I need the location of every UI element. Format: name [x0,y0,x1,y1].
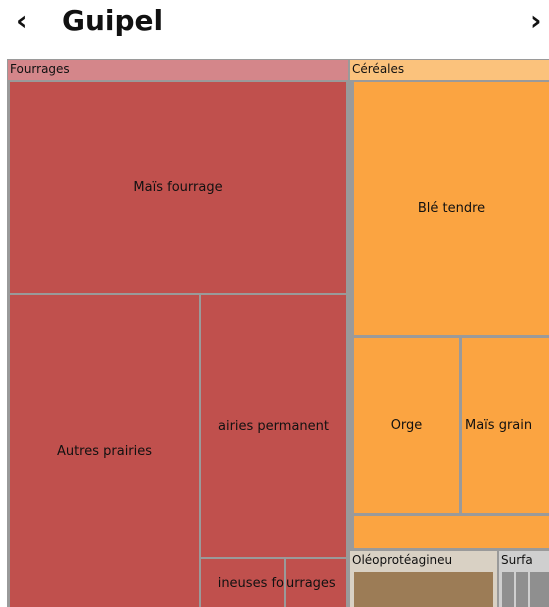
page-title: Guipel [62,4,164,37]
back-button[interactable]: ‹ [16,4,28,37]
tile[interactable] [516,572,528,607]
tile[interactable]: Maïs fourrage [10,82,346,293]
tile[interactable]: airies permanent [201,295,346,557]
tile[interactable]: ineuses fo [201,559,284,607]
tile[interactable] [502,572,514,607]
tile[interactable]: Autres prairies [10,295,199,607]
tile[interactable] [530,572,549,607]
tile[interactable] [354,572,493,607]
tile[interactable]: Blé tendre [354,82,549,335]
group-header[interactable]: Céréales [350,60,549,80]
tile[interactable]: Maïs grain [462,338,549,513]
tile[interactable]: Orge [354,338,459,513]
tile[interactable] [354,516,549,548]
tile[interactable]: urrages [286,559,346,607]
group-header[interactable]: Fourrages [8,60,348,80]
forward-button[interactable]: › [530,4,542,37]
